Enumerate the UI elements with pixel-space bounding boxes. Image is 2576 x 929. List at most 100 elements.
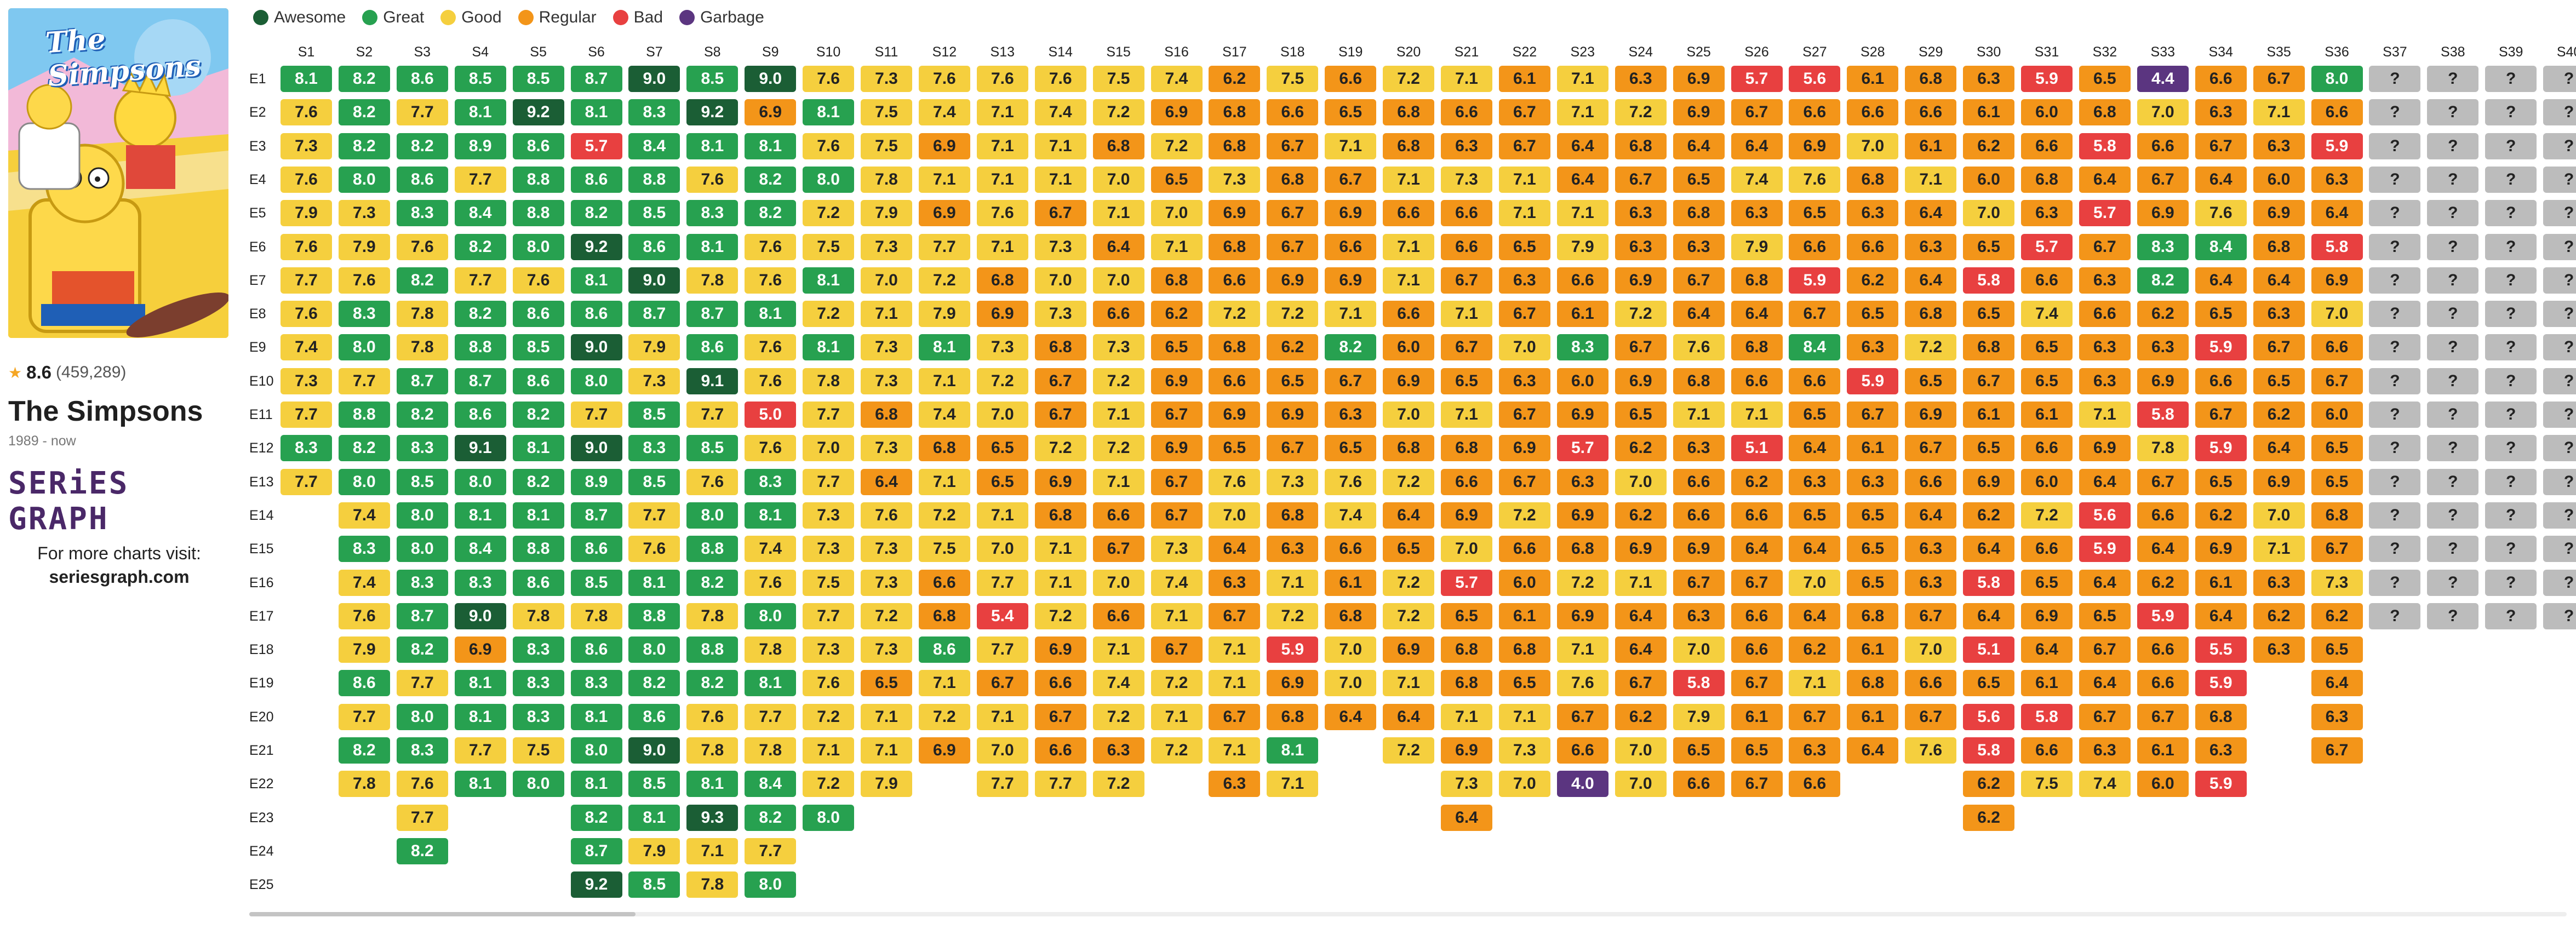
rating-cell-s15-e2[interactable]: 7.2 — [1092, 99, 1144, 126]
rating-cell-s8-e20[interactable]: 7.6 — [686, 703, 739, 730]
rating-cell-s2-e8[interactable]: 8.3 — [338, 301, 390, 328]
rating-cell-s19-e3[interactable]: 7.1 — [1325, 133, 1377, 159]
rating-cell-s7-e24[interactable]: 7.9 — [628, 838, 680, 864]
rating-cell-s21-e2[interactable]: 6.6 — [1441, 99, 1492, 126]
rating-cell-s6-e8[interactable]: 8.6 — [570, 301, 622, 328]
rating-cell-s34-e4[interactable]: 6.4 — [2195, 166, 2247, 193]
rating-cell-s25-e1[interactable]: 6.9 — [1673, 66, 1725, 92]
rating-cell-s6-e10[interactable]: 8.0 — [570, 368, 622, 394]
rating-cell-s29-e13[interactable]: 6.6 — [1905, 468, 1957, 495]
rating-cell-s13-e13[interactable]: 6.5 — [976, 468, 1028, 495]
rating-cell-s31-e20[interactable]: 5.8 — [2021, 703, 2073, 730]
rating-cell-s22-e18[interactable]: 6.8 — [1498, 636, 1550, 663]
rating-cell-s9-e7[interactable]: 7.6 — [745, 267, 797, 294]
rating-cell-s8-e18[interactable]: 8.8 — [686, 636, 739, 663]
rating-cell-s34-e19[interactable]: 5.9 — [2195, 670, 2247, 697]
rating-cell-s5-e12[interactable]: 8.1 — [512, 435, 564, 462]
rating-cell-s17-e20[interactable]: 6.7 — [1209, 703, 1261, 730]
rating-cell-s7-e9[interactable]: 7.9 — [628, 334, 680, 361]
rating-cell-s7-e5[interactable]: 8.5 — [628, 200, 680, 227]
rating-cell-s38-e1[interactable]: ? — [2427, 66, 2479, 92]
rating-cell-s8-e21[interactable]: 7.8 — [686, 737, 739, 764]
rating-cell-s9-e15[interactable]: 7.4 — [745, 536, 797, 563]
rating-cell-s38-e17[interactable]: ? — [2427, 603, 2479, 629]
rating-cell-s38-e15[interactable]: ? — [2427, 536, 2479, 563]
rating-cell-s37-e13[interactable]: ? — [2369, 468, 2421, 495]
rating-cell-s3-e13[interactable]: 8.5 — [396, 468, 448, 495]
rating-cell-s34-e5[interactable]: 7.6 — [2195, 200, 2247, 227]
rating-cell-s35-e14[interactable]: 7.0 — [2253, 502, 2305, 529]
rating-cell-s12-e9[interactable]: 8.1 — [918, 334, 970, 361]
rating-cell-s23-e5[interactable]: 7.1 — [1556, 200, 1608, 227]
rating-cell-s10-e18[interactable]: 7.3 — [803, 636, 855, 663]
rating-cell-s29-e15[interactable]: 6.3 — [1905, 536, 1957, 563]
rating-cell-s8-e8[interactable]: 8.7 — [686, 301, 739, 328]
rating-cell-s2-e4[interactable]: 8.0 — [338, 166, 390, 193]
rating-cell-s34-e7[interactable]: 6.4 — [2195, 267, 2247, 294]
rating-cell-s20-e1[interactable]: 7.2 — [1383, 66, 1435, 92]
rating-cell-s32-e22[interactable]: 7.4 — [2079, 771, 2131, 798]
rating-cell-s4-e7[interactable]: 7.7 — [454, 267, 506, 294]
rating-cell-s17-e22[interactable]: 6.3 — [1209, 771, 1261, 798]
rating-cell-s17-e12[interactable]: 6.5 — [1209, 435, 1261, 462]
show-poster[interactable]: The Simpsons — [8, 8, 228, 338]
rating-cell-s13-e4[interactable]: 7.1 — [976, 166, 1028, 193]
rating-cell-s11-e1[interactable]: 7.3 — [861, 66, 912, 92]
rating-cell-s4-e1[interactable]: 8.5 — [454, 66, 506, 92]
rating-cell-s22-e17[interactable]: 6.1 — [1498, 603, 1550, 629]
rating-cell-s19-e9[interactable]: 8.2 — [1325, 334, 1377, 361]
rating-cell-s9-e13[interactable]: 8.3 — [745, 468, 797, 495]
rating-cell-s22-e8[interactable]: 6.7 — [1498, 301, 1550, 328]
rating-cell-s10-e22[interactable]: 7.2 — [803, 771, 855, 798]
rating-cell-s2-e10[interactable]: 7.7 — [338, 368, 390, 394]
rating-cell-s32-e2[interactable]: 6.8 — [2079, 99, 2131, 126]
rating-cell-s38-e13[interactable]: ? — [2427, 468, 2479, 495]
rating-cell-s7-e17[interactable]: 8.8 — [628, 603, 680, 629]
rating-cell-s12-e7[interactable]: 7.2 — [918, 267, 970, 294]
rating-cell-s16-e4[interactable]: 6.5 — [1150, 166, 1203, 193]
rating-cell-s26-e14[interactable]: 6.6 — [1731, 502, 1783, 529]
rating-cell-s20-e7[interactable]: 7.1 — [1383, 267, 1435, 294]
rating-cell-s29-e16[interactable]: 6.3 — [1905, 569, 1957, 596]
rating-cell-s20-e11[interactable]: 7.0 — [1383, 402, 1435, 428]
rating-cell-s28-e13[interactable]: 6.3 — [1847, 468, 1899, 495]
rating-cell-s30-e10[interactable]: 6.7 — [1963, 368, 2015, 394]
rating-cell-s21-e14[interactable]: 6.9 — [1441, 502, 1492, 529]
rating-cell-s22-e21[interactable]: 7.3 — [1498, 737, 1550, 764]
rating-cell-s30-e19[interactable]: 6.5 — [1963, 670, 2015, 697]
rating-cell-s6-e22[interactable]: 8.1 — [570, 771, 622, 798]
rating-cell-s5-e10[interactable]: 8.6 — [512, 368, 564, 394]
rating-cell-s10-e20[interactable]: 7.2 — [803, 703, 855, 730]
rating-cell-s33-e20[interactable]: 6.7 — [2137, 703, 2189, 730]
rating-cell-s17-e15[interactable]: 6.4 — [1209, 536, 1261, 563]
rating-cell-s34-e14[interactable]: 6.2 — [2195, 502, 2247, 529]
rating-cell-s21-e21[interactable]: 6.9 — [1441, 737, 1492, 764]
rating-cell-s39-e2[interactable]: ? — [2485, 99, 2537, 126]
rating-cell-s39-e8[interactable]: ? — [2485, 301, 2537, 328]
rating-cell-s11-e20[interactable]: 7.1 — [861, 703, 912, 730]
rating-cell-s18-e14[interactable]: 6.8 — [1267, 502, 1319, 529]
rating-cell-s1-e6[interactable]: 7.6 — [281, 233, 332, 260]
rating-cell-s39-e1[interactable]: ? — [2485, 66, 2537, 92]
rating-cell-s36-e1[interactable]: 8.0 — [2311, 66, 2363, 92]
rating-cell-s20-e18[interactable]: 6.9 — [1383, 636, 1435, 663]
rating-cell-s9-e12[interactable]: 7.6 — [745, 435, 797, 462]
rating-cell-s6-e5[interactable]: 8.2 — [570, 200, 622, 227]
rating-cell-s2-e21[interactable]: 8.2 — [338, 737, 390, 764]
rating-cell-s40-e9[interactable]: ? — [2543, 334, 2576, 361]
rating-cell-s38-e10[interactable]: ? — [2427, 368, 2479, 394]
rating-cell-s17-e6[interactable]: 6.8 — [1209, 233, 1261, 260]
rating-cell-s4-e22[interactable]: 8.1 — [454, 771, 506, 798]
rating-cell-s12-e19[interactable]: 7.1 — [918, 670, 970, 697]
rating-cell-s14-e15[interactable]: 7.1 — [1034, 536, 1086, 563]
rating-cell-s35-e15[interactable]: 7.1 — [2253, 536, 2305, 563]
rating-cell-s29-e7[interactable]: 6.4 — [1905, 267, 1957, 294]
rating-cell-s3-e11[interactable]: 8.2 — [396, 402, 448, 428]
rating-cell-s5-e14[interactable]: 8.1 — [512, 502, 564, 529]
rating-cell-s17-e5[interactable]: 6.9 — [1209, 200, 1261, 227]
rating-cell-s11-e13[interactable]: 6.4 — [861, 468, 912, 495]
rating-cell-s11-e12[interactable]: 7.3 — [861, 435, 912, 462]
rating-cell-s1-e4[interactable]: 7.6 — [281, 166, 332, 193]
rating-cell-s21-e8[interactable]: 7.1 — [1441, 301, 1492, 328]
rating-cell-s6-e25[interactable]: 9.2 — [570, 871, 622, 898]
